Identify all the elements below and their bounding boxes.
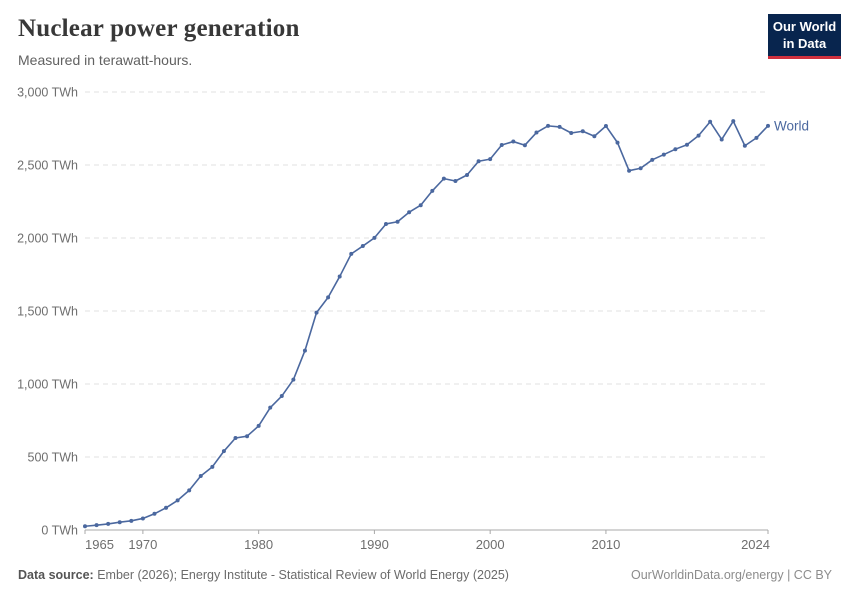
data-point[interactable] bbox=[592, 134, 597, 139]
data-source: Data source: Ember (2026); Energy Instit… bbox=[18, 568, 509, 582]
data-point[interactable] bbox=[349, 251, 354, 256]
data-point[interactable] bbox=[465, 173, 470, 178]
data-point[interactable] bbox=[221, 449, 226, 454]
owid-logo-line2: in Data bbox=[782, 35, 827, 51]
data-point[interactable] bbox=[684, 142, 689, 147]
data-point[interactable] bbox=[407, 210, 412, 215]
data-point[interactable] bbox=[719, 137, 724, 142]
x-axis-tick-label: 1990 bbox=[360, 537, 389, 552]
data-point[interactable] bbox=[279, 394, 284, 399]
data-point[interactable] bbox=[696, 133, 701, 138]
data-point[interactable] bbox=[233, 436, 238, 441]
data-point[interactable] bbox=[83, 524, 87, 529]
data-point[interactable] bbox=[140, 516, 145, 521]
y-axis-tick-label: 1,500 TWh bbox=[17, 305, 78, 319]
data-point[interactable] bbox=[337, 274, 342, 279]
data-point[interactable] bbox=[268, 405, 273, 410]
data-point[interactable] bbox=[499, 142, 504, 147]
data-point[interactable] bbox=[453, 179, 458, 184]
y-axis-tick-label: 0 TWh bbox=[41, 524, 78, 538]
data-point[interactable] bbox=[511, 139, 516, 144]
data-point[interactable] bbox=[291, 377, 296, 382]
data-point[interactable] bbox=[164, 505, 169, 510]
data-point[interactable] bbox=[245, 434, 250, 439]
data-point[interactable] bbox=[210, 464, 215, 469]
attribution-link[interactable]: OurWorldinData.org/energy | CC BY bbox=[630, 568, 832, 582]
data-point[interactable] bbox=[418, 203, 423, 208]
data-point[interactable] bbox=[372, 235, 377, 240]
data-point[interactable] bbox=[360, 244, 365, 249]
data-source-label: Data source: bbox=[18, 568, 94, 582]
data-point[interactable] bbox=[187, 488, 192, 493]
series-label-world[interactable]: World bbox=[774, 118, 809, 133]
data-point[interactable] bbox=[754, 135, 759, 140]
data-point[interactable] bbox=[546, 123, 551, 128]
owid-logo[interactable]: Our World in Data bbox=[768, 14, 841, 60]
world-series-line[interactable] bbox=[84, 120, 769, 528]
y-axis-tick-label: 500 TWh bbox=[28, 451, 79, 465]
data-point[interactable] bbox=[314, 310, 319, 315]
x-axis-tick-label: 1965 bbox=[85, 537, 114, 552]
data-point[interactable] bbox=[395, 219, 400, 224]
x-axis-tick-label: 2010 bbox=[591, 537, 620, 552]
data-point[interactable] bbox=[534, 130, 539, 135]
data-point[interactable] bbox=[731, 119, 736, 124]
data-point[interactable] bbox=[661, 152, 666, 157]
data-point[interactable] bbox=[326, 295, 331, 300]
data-point[interactable] bbox=[129, 518, 134, 523]
x-axis-tick-label: 1970 bbox=[128, 537, 157, 552]
data-point[interactable] bbox=[94, 523, 99, 528]
y-axis-tick-label: 1,000 TWh bbox=[17, 378, 78, 392]
data-point[interactable] bbox=[198, 473, 203, 478]
y-axis-tick-label: 2,000 TWh bbox=[17, 232, 78, 246]
data-point[interactable] bbox=[638, 166, 643, 171]
data-point[interactable] bbox=[488, 157, 493, 162]
data-point[interactable] bbox=[383, 221, 388, 226]
data-point[interactable] bbox=[569, 131, 574, 136]
y-axis-tick-label: 2,500 TWh bbox=[17, 159, 78, 173]
data-point[interactable] bbox=[476, 159, 481, 164]
data-point[interactable] bbox=[441, 176, 446, 181]
data-point[interactable] bbox=[557, 124, 562, 129]
data-point[interactable] bbox=[615, 140, 620, 145]
data-point[interactable] bbox=[766, 123, 770, 128]
data-point[interactable] bbox=[256, 423, 261, 428]
data-point[interactable] bbox=[603, 124, 608, 129]
data-point[interactable] bbox=[430, 188, 435, 193]
x-axis-tick-label: 2024 bbox=[741, 537, 770, 552]
data-point[interactable] bbox=[650, 157, 655, 162]
data-point[interactable] bbox=[302, 348, 307, 353]
data-point[interactable] bbox=[152, 511, 157, 516]
data-point[interactable] bbox=[580, 129, 585, 134]
data-point[interactable] bbox=[708, 119, 713, 124]
chart-subtitle: Measured in terawatt-hours. bbox=[18, 52, 193, 68]
data-point[interactable] bbox=[106, 521, 111, 526]
data-source-text: Ember (2026); Energy Institute - Statist… bbox=[97, 568, 509, 582]
x-axis-tick-label: 1980 bbox=[244, 537, 273, 552]
data-point[interactable] bbox=[175, 498, 180, 503]
page-title: Nuclear power generation bbox=[18, 15, 300, 42]
data-point[interactable] bbox=[522, 143, 527, 148]
owid-logo-line1: Our World bbox=[772, 19, 837, 34]
x-axis-tick-label: 2000 bbox=[476, 537, 505, 552]
data-point[interactable] bbox=[673, 147, 678, 152]
y-axis-tick-label: 3,000 TWh bbox=[17, 86, 78, 100]
data-point[interactable] bbox=[117, 520, 122, 525]
data-point[interactable] bbox=[627, 168, 632, 173]
data-point[interactable] bbox=[742, 143, 747, 148]
